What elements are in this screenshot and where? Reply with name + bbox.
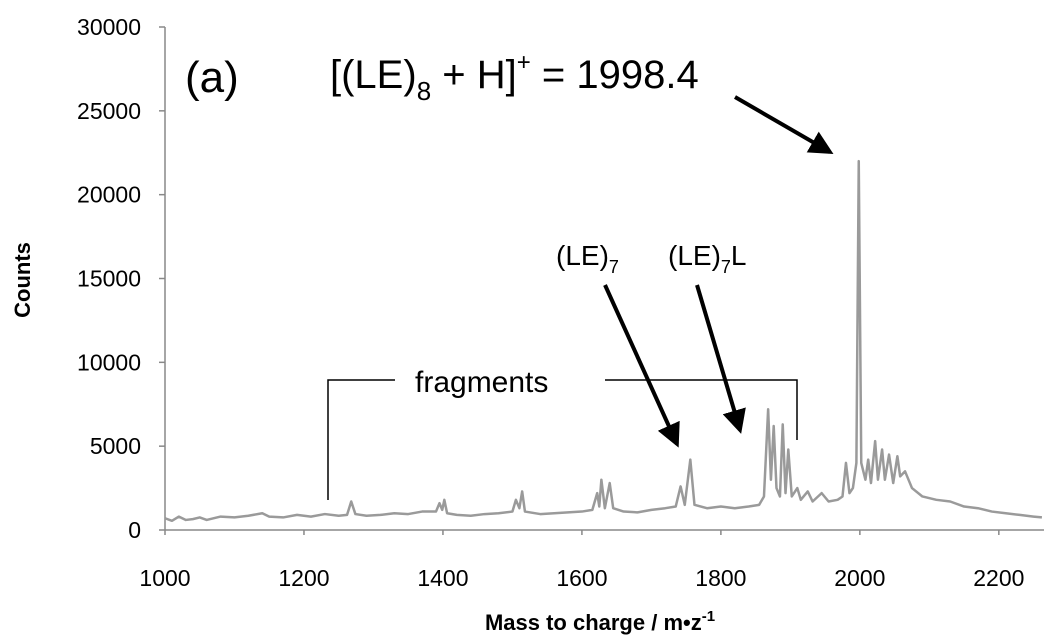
y-tick-label: 15000 (77, 266, 141, 292)
y-tick-label: 30000 (77, 14, 141, 40)
le7-part: (LE) (556, 240, 609, 271)
arrow (733, 95, 834, 155)
x-axis-label-part: Mass to charge / m•z (485, 610, 702, 635)
bracket (605, 379, 798, 440)
spectrum-line (164, 159, 1043, 523)
x-tick-label: 2000 (834, 565, 885, 591)
y-tick-label: 20000 (77, 182, 141, 208)
panel-label: (a) (185, 53, 239, 102)
y-axis-label: Counts (10, 242, 35, 318)
peak-label-part: [(LE) (330, 53, 417, 97)
le7l-part: L (731, 240, 747, 271)
peak-label-sup: + (517, 49, 531, 76)
peak-label-sub: 8 (417, 76, 431, 106)
x-axis-label: Mass to charge / m•z-1 (485, 608, 715, 635)
arrow (603, 284, 680, 448)
peak-label-part: + H] (431, 53, 517, 97)
y-tick-label: 25000 (77, 98, 141, 124)
le7l-sub: 7 (721, 257, 731, 277)
bracket (327, 379, 395, 500)
x-tick-label: 1800 (695, 565, 746, 591)
x-tick-label: 1600 (556, 565, 607, 591)
x-tick-label: 1400 (417, 565, 468, 591)
arrow (695, 284, 746, 434)
le7l-part: (LE) (668, 240, 721, 271)
x-tick-label: 2200 (973, 565, 1024, 591)
le7-sub: 7 (609, 257, 619, 277)
x-axis-label-sup: -1 (702, 608, 715, 625)
plot-area: 0 5000 10000 15000 20000 25000 30000 1000 1200 14… (77, 14, 1044, 591)
x-tick-label: 1200 (278, 565, 329, 591)
y-tick-label: 10000 (77, 349, 141, 375)
peak-label: [(LE)8 + H]+ = 1998.4 (330, 49, 699, 106)
le7-label: (LE)7 (556, 240, 619, 277)
x-tick-label: 1000 (139, 565, 190, 591)
fragments-label: fragments (415, 366, 548, 399)
le7l-label: (LE)7L (668, 240, 747, 277)
peak-label-part: = 1998.4 (531, 53, 699, 97)
y-tick-label: 0 (128, 517, 141, 543)
y-tick-label: 5000 (90, 433, 141, 459)
